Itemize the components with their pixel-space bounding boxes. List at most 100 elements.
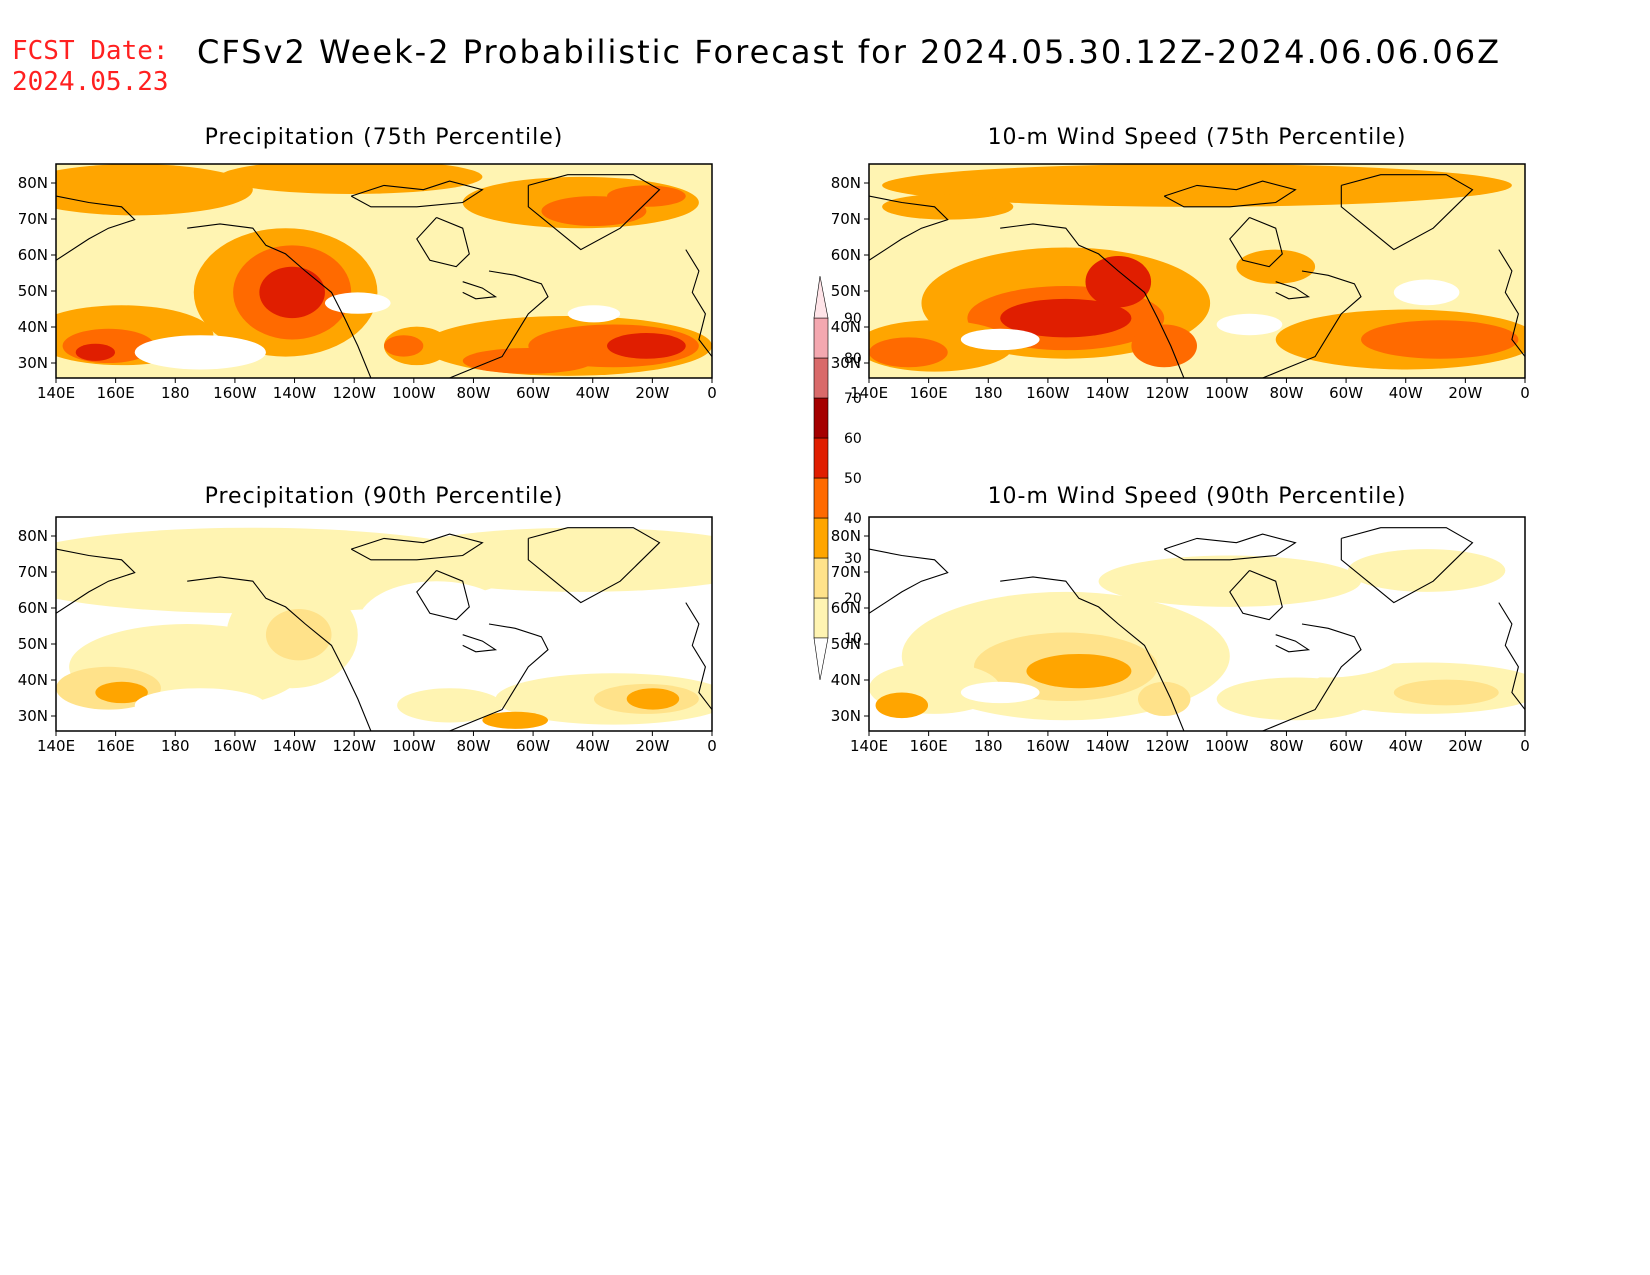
coastline xyxy=(449,623,549,731)
coastline xyxy=(1262,623,1362,731)
lon-tick-label: 0 xyxy=(707,384,717,402)
color-bar-bottom-arrow xyxy=(813,637,829,681)
panel-title-precip-90: Precipitation (90th Percentile) xyxy=(204,484,564,509)
lon-tick-label: 20W xyxy=(1448,737,1482,755)
coastline xyxy=(869,548,949,614)
coastline xyxy=(187,576,372,731)
coastline xyxy=(869,195,949,261)
probability-shade xyxy=(56,164,253,216)
probability-shade xyxy=(875,692,929,719)
coastline xyxy=(685,602,712,710)
color-bar-label: 30 xyxy=(844,551,862,567)
lon-tick-label: 20W xyxy=(635,384,669,402)
lon-tick-label: 0 xyxy=(707,737,717,755)
lon-tick-label: 160W xyxy=(1026,737,1070,755)
lat-tick-label: 30N xyxy=(831,354,861,372)
probability-shade xyxy=(1026,653,1132,689)
probability-shade xyxy=(324,292,391,314)
color-bar-label: 90 xyxy=(844,311,862,327)
map-panel-3 xyxy=(869,517,1525,731)
probability-shade xyxy=(220,164,483,194)
lat-tick-label: 60N xyxy=(18,246,48,264)
color-bar-segment xyxy=(813,397,829,439)
coastline xyxy=(1000,223,1185,378)
lon-tick-label: 100W xyxy=(392,737,436,755)
lat-tick-label: 30N xyxy=(18,707,48,725)
probability-shade xyxy=(265,609,332,661)
map-panel-2 xyxy=(56,517,712,731)
probability-shade xyxy=(1098,555,1362,607)
lat-tick-label: 30N xyxy=(831,707,861,725)
lat-tick-label: 60N xyxy=(18,599,48,617)
coastline xyxy=(462,634,498,653)
probability-shade xyxy=(960,328,1040,351)
lon-tick-label: 140W xyxy=(1086,737,1130,755)
lon-tick-label: 80W xyxy=(456,384,490,402)
color-bar-label: 80 xyxy=(844,351,862,367)
lat-tick-label: 80N xyxy=(18,174,48,192)
coastline xyxy=(1000,576,1185,731)
map-frame xyxy=(868,516,1526,732)
probability-shade xyxy=(397,688,503,723)
lon-tick-label: 160E xyxy=(97,384,135,402)
map-panel-1 xyxy=(869,164,1525,378)
lat-tick-label: 50N xyxy=(18,635,48,653)
lon-tick-label: 0 xyxy=(1520,737,1530,755)
coastline xyxy=(187,223,372,378)
color-bar-label: 20 xyxy=(844,591,862,607)
probability-shade xyxy=(1393,279,1460,306)
coastline xyxy=(462,281,498,300)
coastline xyxy=(56,548,136,614)
lon-tick-label: 100W xyxy=(1205,384,1249,402)
lat-tick-label: 80N xyxy=(831,527,861,545)
coastline xyxy=(1498,602,1525,710)
lon-tick-label: 140W xyxy=(273,384,317,402)
coastline xyxy=(1275,281,1311,300)
lon-tick-label: 80W xyxy=(1269,384,1303,402)
coastline xyxy=(685,249,712,357)
lon-tick-label: 40W xyxy=(576,737,610,755)
lon-tick-label: 120W xyxy=(332,737,376,755)
probability-shade xyxy=(567,305,621,323)
probability-shade xyxy=(1347,549,1506,592)
lat-tick-label: 50N xyxy=(18,282,48,300)
lon-tick-label: 140E xyxy=(37,737,75,755)
lon-tick-label: 180 xyxy=(974,384,1003,402)
map-frame xyxy=(55,163,713,379)
lon-tick-label: 140W xyxy=(1086,384,1130,402)
map-panel-0 xyxy=(56,164,712,378)
lat-tick-label: 70N xyxy=(831,563,861,581)
color-bar-label: 60 xyxy=(844,431,862,447)
coastline xyxy=(350,180,484,208)
lat-tick-label: 40N xyxy=(831,318,861,336)
lat-tick-label: 50N xyxy=(831,282,861,300)
coastline xyxy=(1262,270,1362,378)
coastline xyxy=(527,174,661,251)
probability-shade xyxy=(882,193,1014,220)
lat-tick-label: 60N xyxy=(831,599,861,617)
probability-shade xyxy=(259,266,325,319)
color-bar-segment xyxy=(813,317,829,359)
probability-shade xyxy=(384,527,712,592)
lon-tick-label: 160E xyxy=(910,737,948,755)
probability-shade xyxy=(384,335,424,357)
coastline xyxy=(1229,216,1283,268)
lat-tick-label: 40N xyxy=(18,318,48,336)
probability-shade xyxy=(1361,320,1519,359)
forecast-date-value: 2024.05.23 xyxy=(12,67,169,97)
lon-tick-label: 60W xyxy=(1329,384,1363,402)
lon-tick-label: 20W xyxy=(1448,384,1482,402)
lon-tick-label: 0 xyxy=(1520,384,1530,402)
color-bar-top-arrow xyxy=(813,275,829,319)
lon-tick-label: 160W xyxy=(213,737,257,755)
panel-title-wind-75: 10-m Wind Speed (75th Percentile) xyxy=(987,125,1407,150)
probability-shade xyxy=(1249,613,1407,678)
lon-tick-label: 60W xyxy=(516,384,550,402)
lon-tick-label: 40W xyxy=(1389,384,1423,402)
color-bar-label: 40 xyxy=(844,511,862,527)
lon-tick-label: 160W xyxy=(1026,384,1070,402)
lon-tick-label: 100W xyxy=(1205,737,1249,755)
forecast-date-label: FCST Date: xyxy=(12,36,169,66)
probability-shade xyxy=(134,335,266,370)
